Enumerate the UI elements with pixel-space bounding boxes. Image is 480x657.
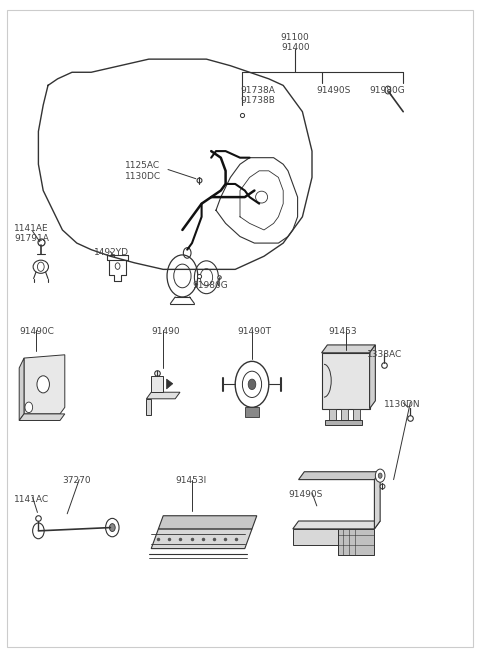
Polygon shape <box>370 345 375 409</box>
Circle shape <box>378 473 382 478</box>
Text: 91490T: 91490T <box>238 327 272 336</box>
Text: 1141AC: 1141AC <box>14 495 49 504</box>
Text: 1338AC: 1338AC <box>367 350 402 359</box>
Text: 91453I: 91453I <box>175 476 206 486</box>
Circle shape <box>25 402 33 413</box>
Circle shape <box>248 379 256 390</box>
Text: 91453: 91453 <box>329 327 358 336</box>
Polygon shape <box>325 420 362 425</box>
Polygon shape <box>293 521 380 529</box>
Circle shape <box>33 523 44 539</box>
Text: 1130DN: 1130DN <box>384 399 420 409</box>
Text: 1125AC
1130DC: 1125AC 1130DC <box>125 161 161 181</box>
Polygon shape <box>329 409 336 420</box>
Circle shape <box>106 518 119 537</box>
Text: 91490S: 91490S <box>288 489 323 499</box>
Polygon shape <box>322 345 375 353</box>
Polygon shape <box>341 409 348 420</box>
Polygon shape <box>19 358 24 420</box>
Polygon shape <box>299 472 380 480</box>
Polygon shape <box>338 529 374 555</box>
Polygon shape <box>24 355 65 414</box>
Text: 91738A
91738B: 91738A 91738B <box>240 85 275 105</box>
Text: 1141AE
91791A: 1141AE 91791A <box>14 223 49 243</box>
Text: 91490C: 91490C <box>19 327 54 336</box>
Polygon shape <box>146 399 151 415</box>
Polygon shape <box>353 409 360 420</box>
Text: 37270: 37270 <box>62 476 91 486</box>
Circle shape <box>37 376 49 393</box>
Circle shape <box>109 524 115 532</box>
Text: 91490S: 91490S <box>317 86 351 95</box>
Text: 91100
91400: 91100 91400 <box>281 33 310 53</box>
Polygon shape <box>293 529 338 545</box>
Polygon shape <box>374 472 380 529</box>
Text: 1492YD: 1492YD <box>94 248 129 258</box>
Polygon shape <box>167 379 173 389</box>
Circle shape <box>375 469 385 482</box>
Text: 91980G: 91980G <box>370 86 405 95</box>
Polygon shape <box>158 516 257 529</box>
Polygon shape <box>151 376 163 392</box>
Polygon shape <box>322 353 370 409</box>
Polygon shape <box>19 414 65 420</box>
Polygon shape <box>245 407 259 417</box>
Text: 91980G: 91980G <box>192 281 228 290</box>
Polygon shape <box>146 392 180 399</box>
Text: 91490: 91490 <box>151 327 180 336</box>
Polygon shape <box>151 529 252 549</box>
